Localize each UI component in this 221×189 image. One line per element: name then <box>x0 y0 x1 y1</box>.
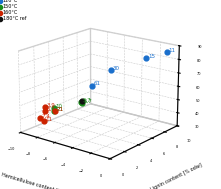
Legend: 120°C, 150°C, 160°C, 180°C ref: 120°C, 150°C, 160°C, 180°C ref <box>0 0 27 22</box>
Y-axis label: Lignin content [% odw]: Lignin content [% odw] <box>150 163 203 189</box>
X-axis label: Hemicellulose content [% odw]: Hemicellulose content [% odw] <box>1 171 76 189</box>
